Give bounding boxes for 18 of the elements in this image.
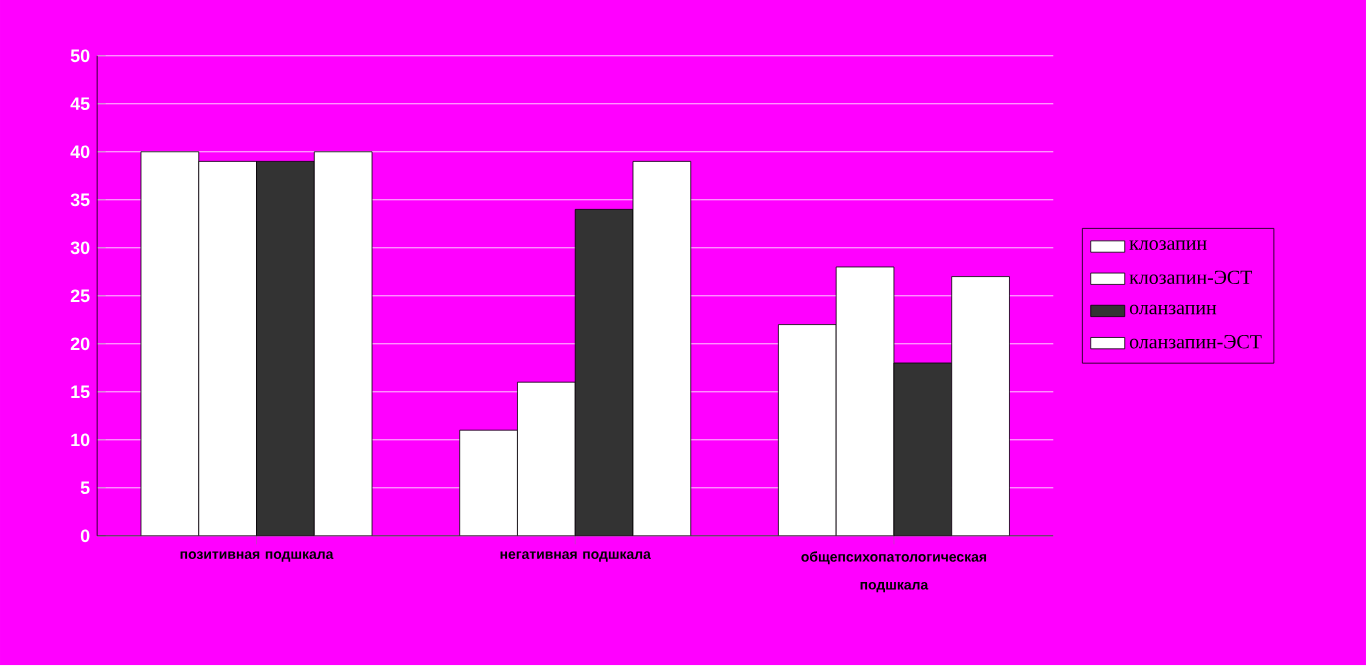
y-tick-label: 20 [70,337,90,351]
y-tick-label: 50 [70,49,90,63]
bar [575,209,633,537]
legend-label: оланзапин-ЭСТ [1129,335,1262,349]
bar [893,362,953,537]
y-tick-label: 5 [80,481,90,495]
legend-label: оланзапин [1129,305,1217,315]
y-tick-label: 10 [71,433,90,447]
y-tick-label: 35 [70,193,90,207]
y-tick-label: 25 [70,289,90,303]
y-tick-label: 30 [70,241,90,255]
bar [256,161,315,537]
y-tick-label: 15 [71,385,90,399]
y-tick-label: 40 [70,145,90,159]
legend-label: клозапин-ЭСТ [1129,271,1253,285]
y-tick-label: 45 [70,97,90,111]
legend-label: клозапин [1129,240,1207,251]
y-tick-label: 0 [80,529,90,543]
